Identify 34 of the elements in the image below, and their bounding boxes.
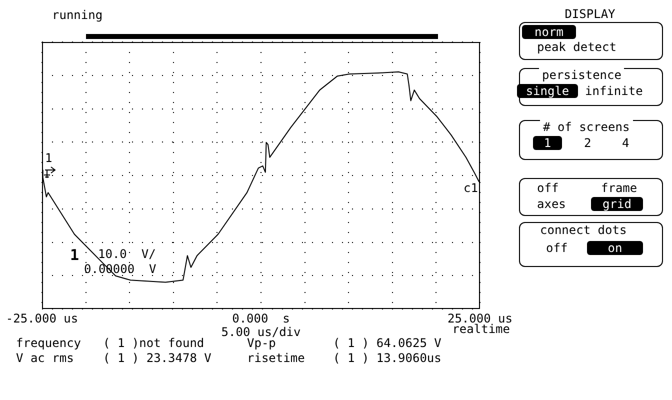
text: on [587, 241, 643, 255]
text: # of screens [540, 120, 633, 134]
text: ( 1 ) 13.9060us [333, 351, 442, 365]
text: ( 1 )not found [103, 336, 204, 350]
text: off [546, 241, 568, 255]
text: frame [601, 181, 638, 195]
annotation: 1 [45, 151, 52, 165]
text: realtime [452, 322, 510, 336]
text: 4 [622, 136, 630, 150]
text: peak detect [537, 40, 616, 54]
text: V ac rms [16, 351, 74, 365]
x-tick-label: -25.000 us [6, 311, 78, 326]
text: single [517, 84, 578, 98]
x-axis-title: 5.00 us/div [221, 324, 301, 339]
text: 1 [533, 136, 562, 150]
x-tick-label: 0.000 s [232, 311, 290, 326]
text: infinite [585, 84, 643, 98]
text: axes [537, 197, 566, 211]
text: 2 [584, 136, 592, 150]
annotation: 1 [70, 246, 80, 264]
annotation: c1 [464, 181, 478, 195]
text: ( 1 ) 23.3478 V [103, 351, 212, 365]
text: risetime [247, 351, 305, 365]
text: off [537, 181, 559, 195]
annotation: 10.0 V/ [98, 247, 156, 261]
chart-title: running [52, 8, 103, 22]
text: DISPLAY [564, 7, 616, 21]
text: grid [591, 197, 643, 211]
text: norm [522, 25, 576, 39]
text: persistence [539, 68, 624, 82]
text: Vp-p [247, 336, 276, 350]
text: frequency [16, 336, 82, 350]
text: connect dots [537, 223, 630, 237]
text: ( 1 ) 64.0625 V [333, 336, 442, 350]
